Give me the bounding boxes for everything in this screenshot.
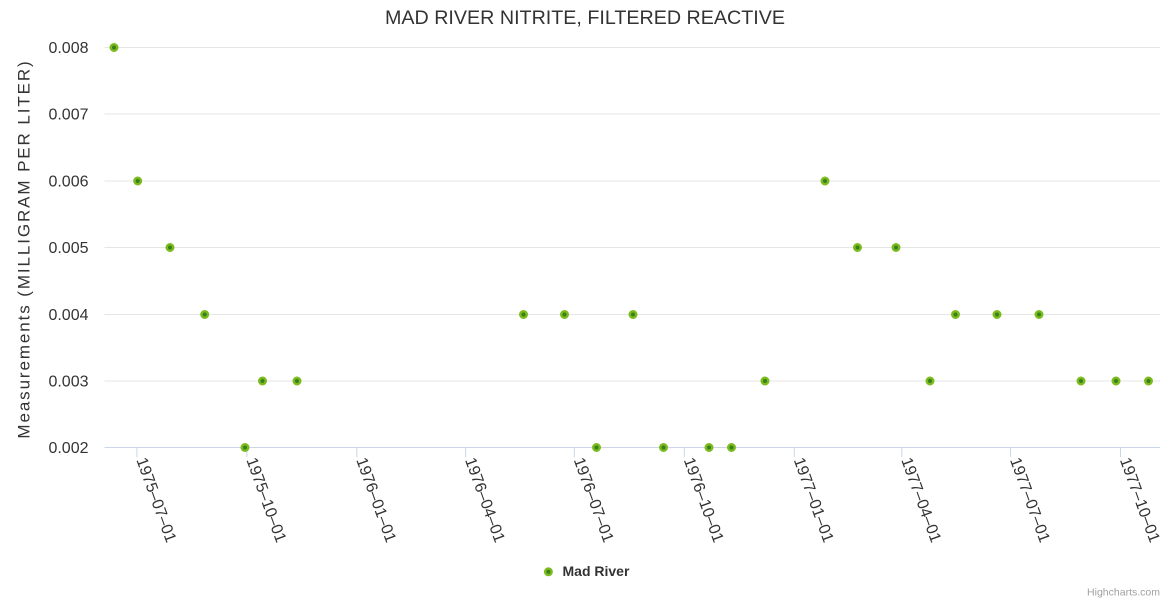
svg-text:Mad River: Mad River [563,563,630,579]
svg-text:0.005: 0.005 [48,240,88,257]
svg-text:Highcharts.com: Highcharts.com [1087,586,1160,598]
svg-text:0.008: 0.008 [48,40,88,57]
svg-text:0.006: 0.006 [48,174,88,191]
svg-text:MAD RIVER NITRITE, FILTERED RE: MAD RIVER NITRITE, FILTERED REACTIVE [385,7,785,29]
svg-text:Measurements (MILLIGRAM PER LI: Measurements (MILLIGRAM PER LITER) [15,59,34,438]
svg-text:0.007: 0.007 [48,107,88,124]
svg-text:0.003: 0.003 [48,374,88,391]
svg-text:0.002: 0.002 [48,440,88,457]
svg-text:0.004: 0.004 [48,307,88,324]
